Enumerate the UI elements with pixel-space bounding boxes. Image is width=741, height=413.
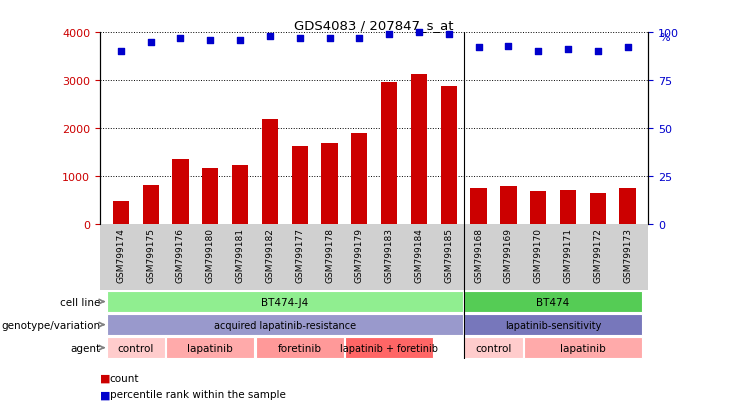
Text: BT474: BT474 bbox=[536, 297, 570, 307]
Bar bbox=[232, 166, 248, 225]
Bar bbox=[173, 160, 189, 225]
Bar bbox=[107, 314, 463, 335]
Bar bbox=[381, 83, 397, 225]
Bar bbox=[166, 337, 254, 358]
Point bbox=[502, 43, 514, 50]
Text: GSM799184: GSM799184 bbox=[414, 228, 423, 282]
Point bbox=[115, 49, 127, 55]
Text: GSM799178: GSM799178 bbox=[325, 228, 334, 283]
Point bbox=[592, 49, 604, 55]
Bar bbox=[559, 190, 576, 225]
Title: GDS4083 / 207847_s_at: GDS4083 / 207847_s_at bbox=[294, 19, 454, 32]
Point bbox=[443, 32, 455, 38]
Text: GSM799170: GSM799170 bbox=[534, 228, 542, 283]
Bar bbox=[471, 188, 487, 225]
Text: lapatinib-sensitivity: lapatinib-sensitivity bbox=[505, 320, 601, 330]
Text: ■: ■ bbox=[100, 389, 110, 399]
Text: GSM799181: GSM799181 bbox=[236, 228, 245, 283]
Point bbox=[175, 36, 187, 42]
Point bbox=[562, 47, 574, 54]
Bar bbox=[202, 169, 219, 225]
Text: GSM799173: GSM799173 bbox=[623, 228, 632, 283]
Point bbox=[383, 32, 395, 38]
Text: GSM799183: GSM799183 bbox=[385, 228, 393, 283]
Point bbox=[622, 45, 634, 52]
Bar bbox=[142, 185, 159, 225]
Text: BT474-J4: BT474-J4 bbox=[261, 297, 308, 307]
Bar bbox=[590, 194, 606, 225]
Text: lapatinib + foretinib: lapatinib + foretinib bbox=[340, 343, 438, 353]
Text: genotype/variation: genotype/variation bbox=[1, 320, 101, 330]
Point bbox=[324, 36, 336, 42]
Text: GSM799171: GSM799171 bbox=[563, 228, 572, 283]
Point bbox=[264, 33, 276, 40]
Bar bbox=[107, 291, 463, 312]
Text: count: count bbox=[110, 373, 139, 383]
Text: lapatinib: lapatinib bbox=[560, 343, 605, 353]
Bar bbox=[411, 75, 427, 225]
Bar bbox=[619, 188, 636, 225]
Point bbox=[353, 36, 365, 42]
Text: GSM799168: GSM799168 bbox=[474, 228, 483, 283]
Text: GSM799169: GSM799169 bbox=[504, 228, 513, 283]
Text: lapatinib: lapatinib bbox=[187, 343, 233, 353]
Text: GSM799172: GSM799172 bbox=[594, 228, 602, 282]
Text: GSM799179: GSM799179 bbox=[355, 228, 364, 283]
Bar bbox=[262, 120, 278, 225]
Bar bbox=[113, 202, 129, 225]
Text: GSM799180: GSM799180 bbox=[206, 228, 215, 283]
Bar bbox=[440, 87, 457, 225]
Point bbox=[234, 38, 246, 44]
Text: %: % bbox=[659, 33, 670, 43]
Text: acquired lapatinib-resistance: acquired lapatinib-resistance bbox=[213, 320, 356, 330]
Text: ■: ■ bbox=[100, 373, 110, 383]
Point bbox=[293, 36, 305, 42]
Bar bbox=[500, 187, 516, 225]
Bar bbox=[256, 337, 344, 358]
Text: control: control bbox=[475, 343, 511, 353]
Text: agent: agent bbox=[70, 343, 101, 353]
Bar bbox=[524, 337, 642, 358]
Point bbox=[205, 38, 216, 44]
Text: GSM799185: GSM799185 bbox=[444, 228, 453, 283]
Bar bbox=[107, 337, 165, 358]
Bar bbox=[530, 192, 546, 225]
Point bbox=[473, 45, 485, 52]
Point bbox=[532, 49, 544, 55]
Text: cell line: cell line bbox=[60, 297, 101, 307]
Text: control: control bbox=[118, 343, 154, 353]
Bar bbox=[322, 144, 338, 225]
Bar bbox=[351, 134, 368, 225]
Bar bbox=[464, 337, 522, 358]
Text: GSM799182: GSM799182 bbox=[265, 228, 274, 282]
Bar bbox=[464, 314, 642, 335]
Point bbox=[413, 30, 425, 36]
Text: GSM799175: GSM799175 bbox=[146, 228, 155, 283]
Point bbox=[144, 39, 156, 46]
Bar bbox=[291, 147, 308, 225]
Bar bbox=[464, 291, 642, 312]
Bar bbox=[345, 337, 433, 358]
Text: GSM799176: GSM799176 bbox=[176, 228, 185, 283]
Text: foretinib: foretinib bbox=[278, 343, 322, 353]
Text: GSM799174: GSM799174 bbox=[116, 228, 125, 282]
Text: GSM799177: GSM799177 bbox=[295, 228, 305, 283]
Text: percentile rank within the sample: percentile rank within the sample bbox=[110, 389, 285, 399]
